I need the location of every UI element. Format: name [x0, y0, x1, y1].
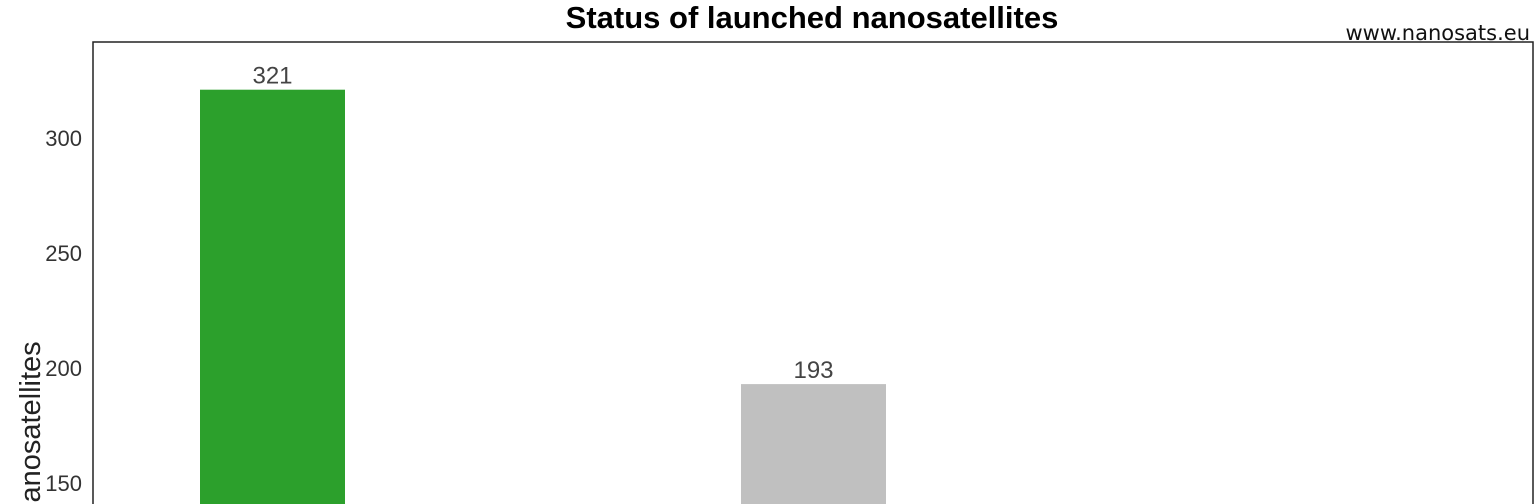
y-tick-label: 300: [45, 126, 82, 151]
y-axis-ticks: 150 200 250 300: [45, 126, 82, 496]
y-tick-label: 150: [45, 471, 82, 496]
y-axis-label: nanosatellites: [15, 341, 47, 504]
y-tick-label: 200: [45, 356, 82, 381]
bar: [200, 89, 345, 504]
y-tick-label: 250: [45, 241, 82, 266]
bar-value-label: 193: [793, 357, 833, 384]
source-watermark: www.nanosats.eu: [1346, 21, 1531, 45]
chart-title: Status of launched nanosatellites: [566, 0, 1059, 35]
bars-group: 321 193: [200, 63, 886, 504]
bar-value-label: 321: [252, 63, 292, 90]
plot-frame: [92, 41, 1534, 504]
bar: [741, 384, 886, 504]
